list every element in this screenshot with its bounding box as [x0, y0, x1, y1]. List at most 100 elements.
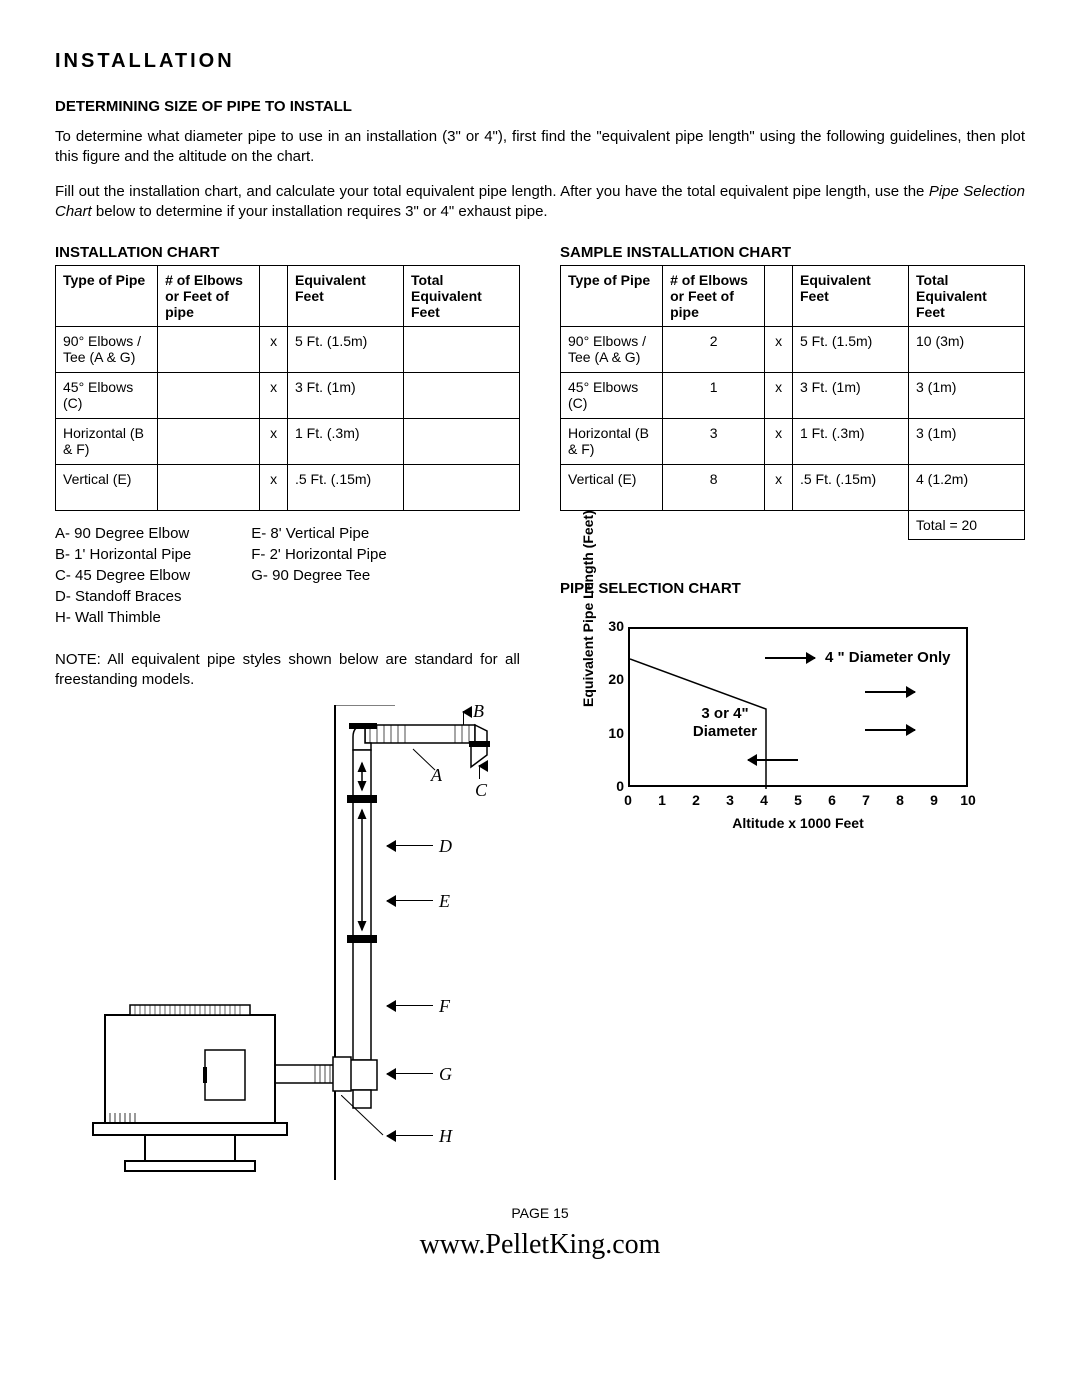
diagram-label-A: A: [431, 765, 442, 786]
th-count: # of Elbows or Feet of pipe: [663, 266, 765, 327]
th-type: Type of Pipe: [561, 266, 663, 327]
intro-para-2: Fill out the installation chart, and cal…: [55, 182, 1025, 223]
cell-type: 90° Elbows / Tee (A & G): [561, 327, 663, 373]
intro-para-1: To determine what diameter pipe to use i…: [55, 127, 1025, 168]
cell-count: [158, 419, 260, 465]
cell-mult: x: [260, 373, 288, 419]
cell-type: 45° Elbows (C): [561, 373, 663, 419]
cell-equiv: .5 Ft. (.15m): [287, 465, 403, 511]
legend-item: D- Standoff Braces: [55, 586, 191, 607]
th-equiv: Equivalent Feet: [287, 266, 403, 327]
psc-xtick: 4: [754, 792, 774, 808]
psc-xtick: 6: [822, 792, 842, 808]
th-equiv: Equivalent Feet: [792, 266, 908, 327]
cell-total: 3 (1m): [908, 373, 1024, 419]
psc-xtick: 10: [958, 792, 978, 808]
th-mult: [260, 266, 288, 327]
installation-chart-table: Type of Pipe # of Elbows or Feet of pipe…: [55, 265, 520, 511]
th-type: Type of Pipe: [56, 266, 158, 327]
legend-item: H- Wall Thimble: [55, 607, 191, 628]
psc-y-label: Equivalent Pipe Length (Feet): [580, 510, 596, 707]
cell-equiv: 5 Ft. (1.5m): [287, 327, 403, 373]
legend-item: B- 1' Horizontal Pipe: [55, 544, 191, 565]
cell-count: 8: [663, 465, 765, 511]
diagram-label-H: H: [439, 1126, 452, 1147]
psc-xtick: 2: [686, 792, 706, 808]
psc-xtick: 5: [788, 792, 808, 808]
psc-xtick: 9: [924, 792, 944, 808]
th-mult: [765, 266, 793, 327]
psc-xtick: 8: [890, 792, 910, 808]
legend-item: A- 90 Degree Elbow: [55, 523, 191, 544]
cell-equiv: .5 Ft. (.15m): [792, 465, 908, 511]
psc-plot-area: 4 " Diameter Only 3 or 4" Diameter: [628, 627, 968, 787]
cell-total: [403, 419, 519, 465]
cell-count: 1: [663, 373, 765, 419]
cell-mult: x: [260, 327, 288, 373]
diagram-label-G: G: [439, 1064, 452, 1085]
cell-type: Vertical (E): [561, 465, 663, 511]
cell-mult: x: [765, 327, 793, 373]
cell-equiv: 5 Ft. (1.5m): [792, 327, 908, 373]
legend-item: G- 90 Degree Tee: [251, 565, 386, 586]
cell-total: 10 (3m): [908, 327, 1024, 373]
cell-equiv: 1 Ft. (.3m): [792, 419, 908, 465]
cell-type: Horizontal (B & F): [56, 419, 158, 465]
page-title: INSTALLATION: [55, 50, 1025, 73]
th-total: Total Equivalent Feet: [908, 266, 1024, 327]
psc-ytick: 20: [602, 671, 624, 687]
cell-type: Vertical (E): [56, 465, 158, 511]
cell-total: [403, 327, 519, 373]
psc-xtick: 3: [720, 792, 740, 808]
cell-count: [158, 465, 260, 511]
psc-lower-region-label: 3 or 4" Diameter: [685, 705, 765, 741]
diagram-label-B: B: [473, 701, 484, 722]
legend-block: A- 90 Degree ElbowB- 1' Horizontal PipeC…: [55, 523, 520, 628]
installation-chart-title: INSTALLATION CHART: [55, 244, 520, 261]
cell-mult: x: [765, 465, 793, 511]
cell-total: [403, 465, 519, 511]
para2-part-a: Fill out the installation chart, and cal…: [55, 183, 929, 200]
psc-xtick: 7: [856, 792, 876, 808]
cell-type: Horizontal (B & F): [561, 419, 663, 465]
cell-type: 90° Elbows / Tee (A & G): [56, 327, 158, 373]
section-heading: DETERMINING SIZE OF PIPE TO INSTALL: [55, 98, 1025, 115]
legend-item: E- 8' Vertical Pipe: [251, 523, 386, 544]
th-count: # of Elbows or Feet of pipe: [158, 266, 260, 327]
th-total: Total Equivalent Feet: [403, 266, 519, 327]
cell-count: 2: [663, 327, 765, 373]
cell-total: [403, 373, 519, 419]
sample-installation-chart-table: Type of Pipe # of Elbows or Feet of pipe…: [560, 265, 1025, 540]
legend-item: F- 2' Horizontal Pipe: [251, 544, 386, 565]
diagram-label-E: E: [439, 891, 450, 912]
note-text: NOTE: All equivalent pipe styles shown b…: [55, 650, 520, 691]
psc-xtick: 0: [618, 792, 638, 808]
page-number: PAGE 15: [55, 1205, 1025, 1221]
psc-xtick: 1: [652, 792, 672, 808]
total-cell: Total = 20: [908, 511, 1024, 540]
cell-count: [158, 327, 260, 373]
legend-col-2: E- 8' Vertical PipeF- 2' Horizontal Pipe…: [251, 523, 386, 628]
cell-total: 4 (1.2m): [908, 465, 1024, 511]
psc-ytick: 30: [602, 618, 624, 634]
cell-mult: x: [765, 373, 793, 419]
cell-equiv: 1 Ft. (.3m): [287, 419, 403, 465]
diagram-label-D: D: [439, 836, 452, 857]
cell-mult: x: [260, 465, 288, 511]
legend-item: C- 45 Degree Elbow: [55, 565, 191, 586]
cell-equiv: 3 Ft. (1m): [792, 373, 908, 419]
sample-chart-title: SAMPLE INSTALLATION CHART: [560, 244, 1025, 261]
legend-col-1: A- 90 Degree ElbowB- 1' Horizontal PipeC…: [55, 523, 191, 628]
pipe-selection-chart-title: PIPE SELECTION CHART: [560, 580, 1025, 597]
diagram-label-C: C: [475, 780, 487, 801]
cell-mult: x: [765, 419, 793, 465]
cell-type: 45° Elbows (C): [56, 373, 158, 419]
psc-upper-region-label: 4 " Diameter Only: [825, 649, 951, 667]
para2-part-b: below to determine if your installation …: [92, 203, 548, 220]
diagram-label-F: F: [439, 996, 450, 1017]
psc-ytick: 10: [602, 725, 624, 741]
cell-total: 3 (1m): [908, 419, 1024, 465]
footer-url: www.PelletKing.com: [55, 1229, 1025, 1261]
cell-count: 3: [663, 419, 765, 465]
installation-diagram: B A C D E F G H: [85, 705, 490, 1180]
